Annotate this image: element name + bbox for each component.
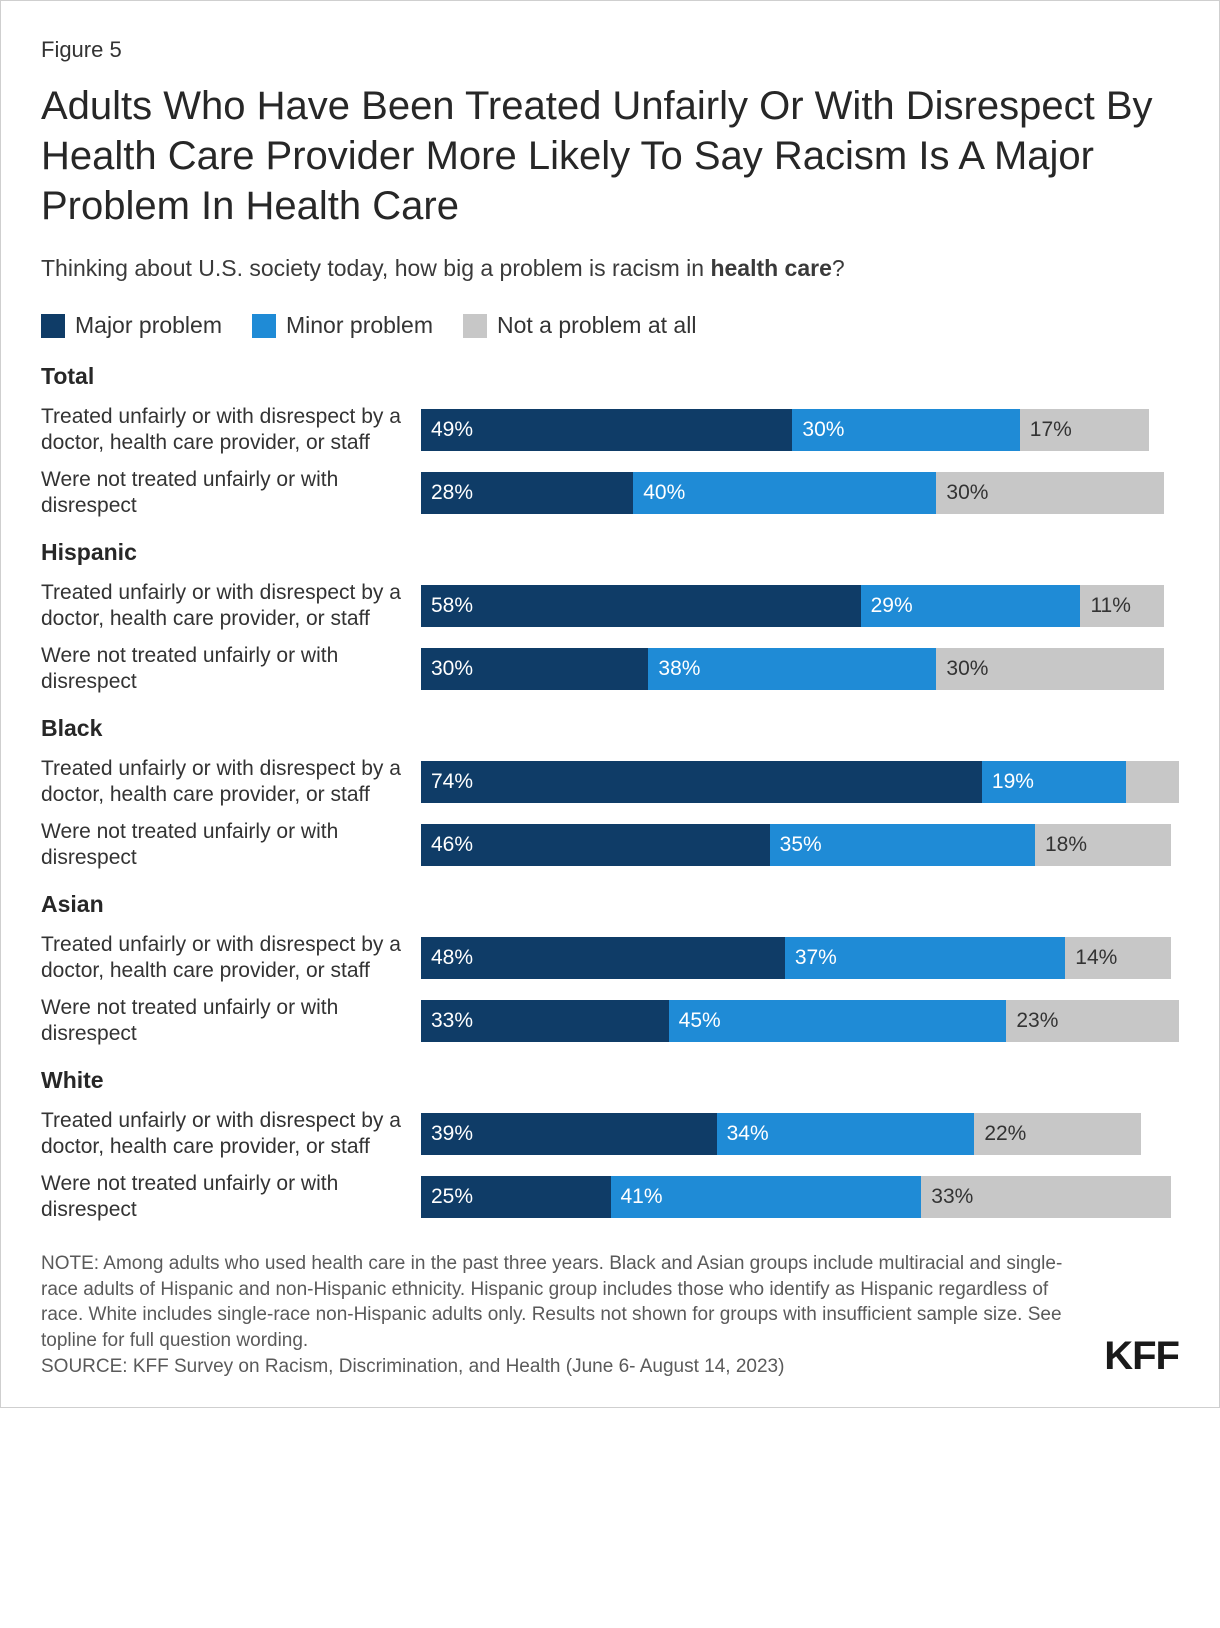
bar-row: Treated unfairly or with disrespect by a…: [41, 756, 1179, 809]
row-label: Were not treated unfairly or with disres…: [41, 819, 421, 872]
source-text: SOURCE: KFF Survey on Racism, Discrimina…: [41, 1354, 1084, 1380]
segment-major: 25%: [421, 1176, 611, 1218]
kff-logo: KFF: [1104, 1334, 1179, 1379]
legend: Major problem Minor problem Not a proble…: [41, 312, 1179, 339]
subtitle-prefix: Thinking about U.S. society today, how b…: [41, 255, 710, 281]
legend-label-major: Major problem: [75, 312, 222, 339]
segment-none: [1126, 761, 1179, 803]
row-label: Were not treated unfairly or with disres…: [41, 467, 421, 520]
footer-text: NOTE: Among adults who used health care …: [41, 1251, 1084, 1379]
group-label: Hispanic: [41, 539, 1179, 566]
segment-none: 30%: [936, 472, 1163, 514]
segment-minor: 29%: [861, 585, 1081, 627]
bar-track: 28%40%30%: [421, 472, 1179, 514]
row-label: Treated unfairly or with disrespect by a…: [41, 404, 421, 457]
bar-track: 58%29%11%: [421, 585, 1179, 627]
bar-row: Were not treated unfairly or with disres…: [41, 643, 1179, 696]
bar-track: 48%37%14%: [421, 937, 1179, 979]
bar-row: Were not treated unfairly or with disres…: [41, 995, 1179, 1048]
group-block: Asian Treated unfairly or with disrespect…: [41, 891, 1179, 1047]
bar-row: Treated unfairly or with disrespect by a…: [41, 932, 1179, 985]
bar-track: 49%30%17%: [421, 409, 1179, 451]
bar-track: 46%35%18%: [421, 824, 1179, 866]
segment-major: 33%: [421, 1000, 669, 1042]
group-block: Black Treated unfairly or with disrespect…: [41, 715, 1179, 871]
segment-none: 33%: [921, 1176, 1171, 1218]
figure-container: Figure 5 Adults Who Have Been Treated Un…: [0, 0, 1220, 1408]
segment-major: 74%: [421, 761, 982, 803]
bar-row: Were not treated unfairly or with disres…: [41, 467, 1179, 520]
bar-row: Treated unfairly or with disrespect by a…: [41, 580, 1179, 633]
segment-major: 39%: [421, 1113, 717, 1155]
swatch-major: [41, 314, 65, 338]
segment-none: 17%: [1020, 409, 1149, 451]
segment-major: 48%: [421, 937, 785, 979]
group-block: Hispanic Treated unfairly or with disresp…: [41, 539, 1179, 695]
group-label: Asian: [41, 891, 1179, 918]
segment-minor: 37%: [785, 937, 1065, 979]
row-label: Treated unfairly or with disrespect by a…: [41, 932, 421, 985]
bar-row: Were not treated unfairly or with disres…: [41, 1171, 1179, 1224]
segment-none: 22%: [974, 1113, 1141, 1155]
segment-major: 58%: [421, 585, 861, 627]
swatch-none: [463, 314, 487, 338]
segment-major: 46%: [421, 824, 770, 866]
segment-minor: 40%: [633, 472, 936, 514]
segment-minor: 34%: [717, 1113, 975, 1155]
group-block: Total Treated unfairly or with disrespect…: [41, 363, 1179, 519]
row-label: Were not treated unfairly or with disres…: [41, 1171, 421, 1224]
bar-row: Treated unfairly or with disrespect by a…: [41, 404, 1179, 457]
legend-item-major: Major problem: [41, 312, 222, 339]
bar-track: 39%34%22%: [421, 1113, 1179, 1155]
segment-none: 23%: [1006, 1000, 1179, 1042]
row-label: Treated unfairly or with disrespect by a…: [41, 756, 421, 809]
group-label: White: [41, 1067, 1179, 1094]
row-label: Treated unfairly or with disrespect by a…: [41, 1108, 421, 1161]
segment-major: 30%: [421, 648, 648, 690]
chart-subtitle: Thinking about U.S. society today, how b…: [41, 255, 1179, 282]
bar-row: Treated unfairly or with disrespect by a…: [41, 1108, 1179, 1161]
bar-track: 30%38%30%: [421, 648, 1179, 690]
bar-track: 25%41%33%: [421, 1176, 1179, 1218]
legend-label-none: Not a problem at all: [497, 312, 696, 339]
chart-title: Adults Who Have Been Treated Unfairly Or…: [41, 81, 1179, 231]
subtitle-bold: health care: [710, 255, 831, 281]
note-text: NOTE: Among adults who used health care …: [41, 1251, 1084, 1354]
group-block: White Treated unfairly or with disrespect…: [41, 1067, 1179, 1223]
segment-major: 28%: [421, 472, 633, 514]
segment-minor: 45%: [669, 1000, 1007, 1042]
row-label: Were not treated unfairly or with disres…: [41, 995, 421, 1048]
bar-track: 74%19%: [421, 761, 1179, 803]
segment-none: 18%: [1035, 824, 1171, 866]
legend-item-minor: Minor problem: [252, 312, 433, 339]
legend-item-none: Not a problem at all: [463, 312, 696, 339]
segment-none: 30%: [936, 648, 1163, 690]
segment-minor: 41%: [611, 1176, 922, 1218]
segment-none: 14%: [1065, 937, 1171, 979]
group-label: Total: [41, 363, 1179, 390]
legend-label-minor: Minor problem: [286, 312, 433, 339]
segment-minor: 30%: [792, 409, 1019, 451]
row-label: Were not treated unfairly or with disres…: [41, 643, 421, 696]
subtitle-suffix: ?: [832, 255, 845, 281]
segment-minor: 35%: [770, 824, 1035, 866]
groups-container: Total Treated unfairly or with disrespect…: [41, 363, 1179, 1223]
segment-minor: 38%: [648, 648, 936, 690]
group-label: Black: [41, 715, 1179, 742]
segment-major: 49%: [421, 409, 792, 451]
footer: NOTE: Among adults who used health care …: [41, 1251, 1179, 1379]
segment-none: 11%: [1080, 585, 1163, 627]
figure-number: Figure 5: [41, 37, 1179, 63]
segment-minor: 19%: [982, 761, 1126, 803]
bar-track: 33%45%23%: [421, 1000, 1179, 1042]
bar-row: Were not treated unfairly or with disres…: [41, 819, 1179, 872]
row-label: Treated unfairly or with disrespect by a…: [41, 580, 421, 633]
swatch-minor: [252, 314, 276, 338]
